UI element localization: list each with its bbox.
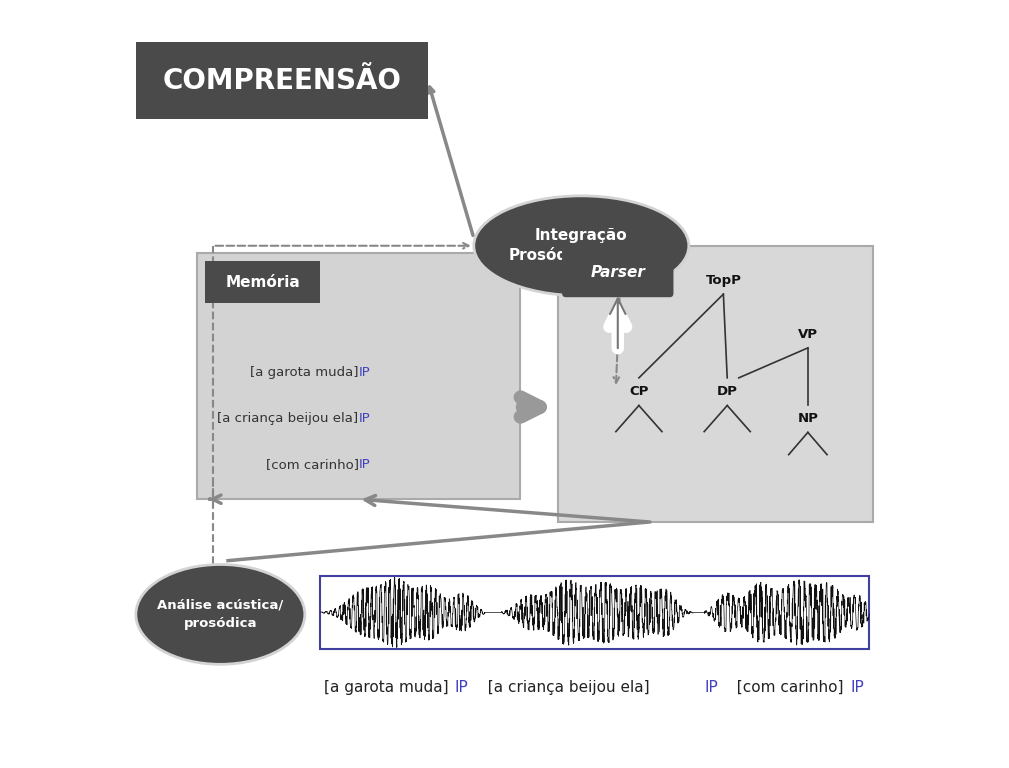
Text: Análise acústica/
prosódica: Análise acústica/ prosódica	[157, 599, 284, 630]
Text: NP: NP	[797, 412, 818, 425]
Text: Memória: Memória	[225, 275, 300, 290]
Text: Parser: Parser	[590, 265, 645, 280]
Text: IP: IP	[455, 680, 468, 695]
FancyBboxPatch shape	[558, 246, 873, 522]
FancyBboxPatch shape	[320, 576, 870, 649]
Text: [a criança beijou ela]: [a criança beijou ela]	[218, 412, 358, 425]
Text: CP: CP	[630, 386, 649, 398]
Text: [com carinho]: [com carinho]	[727, 680, 844, 695]
Text: Integração
Prosódia-Sintaxe: Integração Prosódia-Sintaxe	[509, 228, 654, 263]
Text: [com carinho]: [com carinho]	[265, 458, 358, 471]
Text: DP: DP	[716, 386, 738, 398]
Ellipse shape	[136, 564, 305, 664]
FancyBboxPatch shape	[205, 261, 320, 303]
Text: IP: IP	[358, 366, 370, 379]
Text: COMPREENSÃO: COMPREENSÃO	[162, 67, 402, 94]
FancyBboxPatch shape	[562, 247, 673, 297]
Text: IP: IP	[851, 680, 864, 695]
Text: IP: IP	[704, 680, 718, 695]
Text: VP: VP	[798, 328, 818, 340]
Text: TopP: TopP	[705, 274, 742, 286]
FancyBboxPatch shape	[198, 253, 520, 499]
Text: [a garota muda]: [a garota muda]	[250, 366, 358, 379]
Text: IP: IP	[358, 458, 370, 471]
Text: IP: IP	[358, 412, 370, 425]
Text: [a garota muda]: [a garota muda]	[324, 680, 449, 695]
Text: [a criança beijou ela]: [a criança beijou ela]	[477, 680, 649, 695]
Ellipse shape	[474, 196, 689, 296]
FancyBboxPatch shape	[136, 42, 428, 119]
